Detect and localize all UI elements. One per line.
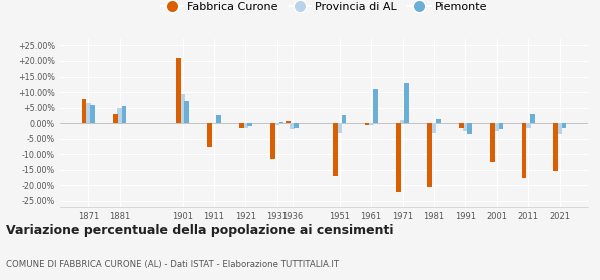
Bar xyxy=(459,123,464,128)
Bar xyxy=(90,104,95,123)
Bar xyxy=(400,120,405,123)
Bar xyxy=(396,123,401,192)
Bar xyxy=(557,123,562,134)
Bar xyxy=(208,123,212,146)
Bar xyxy=(239,123,244,128)
Bar xyxy=(113,114,118,123)
Bar xyxy=(286,121,290,123)
Bar xyxy=(243,123,248,128)
Bar xyxy=(295,123,299,128)
Bar xyxy=(176,58,181,123)
Bar xyxy=(290,123,295,129)
Text: COMUNE DI FABBRICA CURONE (AL) - Dati ISTAT - Elaborazione TUTTITALIA.IT: COMUNE DI FABBRICA CURONE (AL) - Dati IS… xyxy=(6,260,339,269)
Legend: Fabbrica Curone, Provincia di AL, Piemonte: Fabbrica Curone, Provincia di AL, Piemon… xyxy=(156,0,492,17)
Bar xyxy=(275,123,279,125)
Bar xyxy=(553,123,558,171)
Bar xyxy=(369,123,374,125)
Bar xyxy=(526,123,530,128)
Bar xyxy=(333,123,338,176)
Bar xyxy=(404,83,409,123)
Bar xyxy=(365,123,369,125)
Bar xyxy=(247,123,252,126)
Bar xyxy=(467,123,472,134)
Bar xyxy=(530,114,535,123)
Bar xyxy=(337,123,342,132)
Bar xyxy=(490,123,495,162)
Bar xyxy=(373,89,378,123)
Text: Variazione percentuale della popolazione ai censimenti: Variazione percentuale della popolazione… xyxy=(6,224,394,237)
Bar xyxy=(216,115,221,123)
Bar xyxy=(463,123,468,131)
Bar xyxy=(180,94,185,123)
Bar xyxy=(341,115,346,123)
Bar xyxy=(431,123,436,132)
Bar xyxy=(279,122,283,123)
Bar xyxy=(270,123,275,159)
Bar xyxy=(499,123,503,129)
Bar xyxy=(436,118,440,123)
Bar xyxy=(86,103,91,123)
Bar xyxy=(521,123,526,178)
Bar xyxy=(494,123,499,131)
Bar xyxy=(122,106,127,123)
Bar xyxy=(427,123,432,187)
Bar xyxy=(184,101,189,123)
Bar xyxy=(562,123,566,128)
Bar xyxy=(82,99,86,123)
Bar xyxy=(118,108,122,123)
